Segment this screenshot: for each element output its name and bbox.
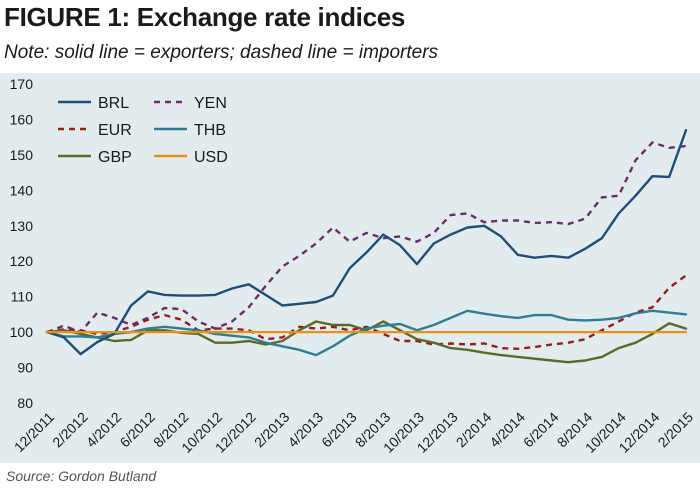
x-tick-label: 2/2015 xyxy=(655,409,697,451)
chart-title: FIGURE 1: Exchange rate indices xyxy=(4,2,406,32)
y-tick-label: 140 xyxy=(10,182,34,198)
x-tick-label: 6/2014 xyxy=(520,409,562,451)
x-tick-label: 4/2013 xyxy=(285,409,327,451)
x-tick-label: 2/2012 xyxy=(49,409,91,451)
legend: BRL YEN EUR THB GBP USD xyxy=(58,95,228,166)
legend-label-gbp: GBP xyxy=(98,149,132,166)
legend-label-eur: EUR xyxy=(98,122,132,139)
series-line-thb xyxy=(45,309,688,357)
y-axis: 80 90 100 110 120 130 140 150 160 170 xyxy=(10,76,34,411)
y-tick-label: 160 xyxy=(10,111,34,127)
series-line-gbp xyxy=(45,320,688,364)
x-tick-label: 4/2012 xyxy=(83,409,125,451)
x-tick-label: 4/2014 xyxy=(486,409,528,451)
legend-label-usd: USD xyxy=(194,149,228,166)
x-tick-label: 2/2014 xyxy=(453,409,495,451)
legend-label-brl: BRL xyxy=(98,95,129,112)
x-tick-label: 2/2013 xyxy=(251,409,293,451)
legend-label-yen: YEN xyxy=(194,95,227,112)
series-line-brl xyxy=(45,128,688,356)
series-line-eur xyxy=(46,274,687,350)
y-tick-label: 90 xyxy=(17,360,33,376)
series-lines xyxy=(45,128,688,364)
chart-source: Source: Gordon Butland xyxy=(6,468,157,484)
y-tick-label: 170 xyxy=(10,76,34,92)
y-tick-label: 80 xyxy=(17,395,33,411)
x-axis: 12/20112/20124/20126/20128/201210/201212… xyxy=(11,409,697,456)
x-tick-label: 6/2013 xyxy=(318,409,360,451)
y-tick-label: 130 xyxy=(10,218,34,234)
legend-label-thb: THB xyxy=(194,122,226,139)
y-tick-label: 100 xyxy=(10,324,34,340)
y-tick-label: 110 xyxy=(11,289,34,305)
series-line-yen xyxy=(46,141,687,334)
y-tick-label: 150 xyxy=(10,147,34,163)
y-tick-label: 120 xyxy=(10,253,34,269)
chart-subtitle: Note: solid line = exporters; dashed lin… xyxy=(4,42,439,63)
x-tick-label: 12/2011 xyxy=(11,409,58,456)
x-tick-label: 6/2012 xyxy=(116,409,158,451)
